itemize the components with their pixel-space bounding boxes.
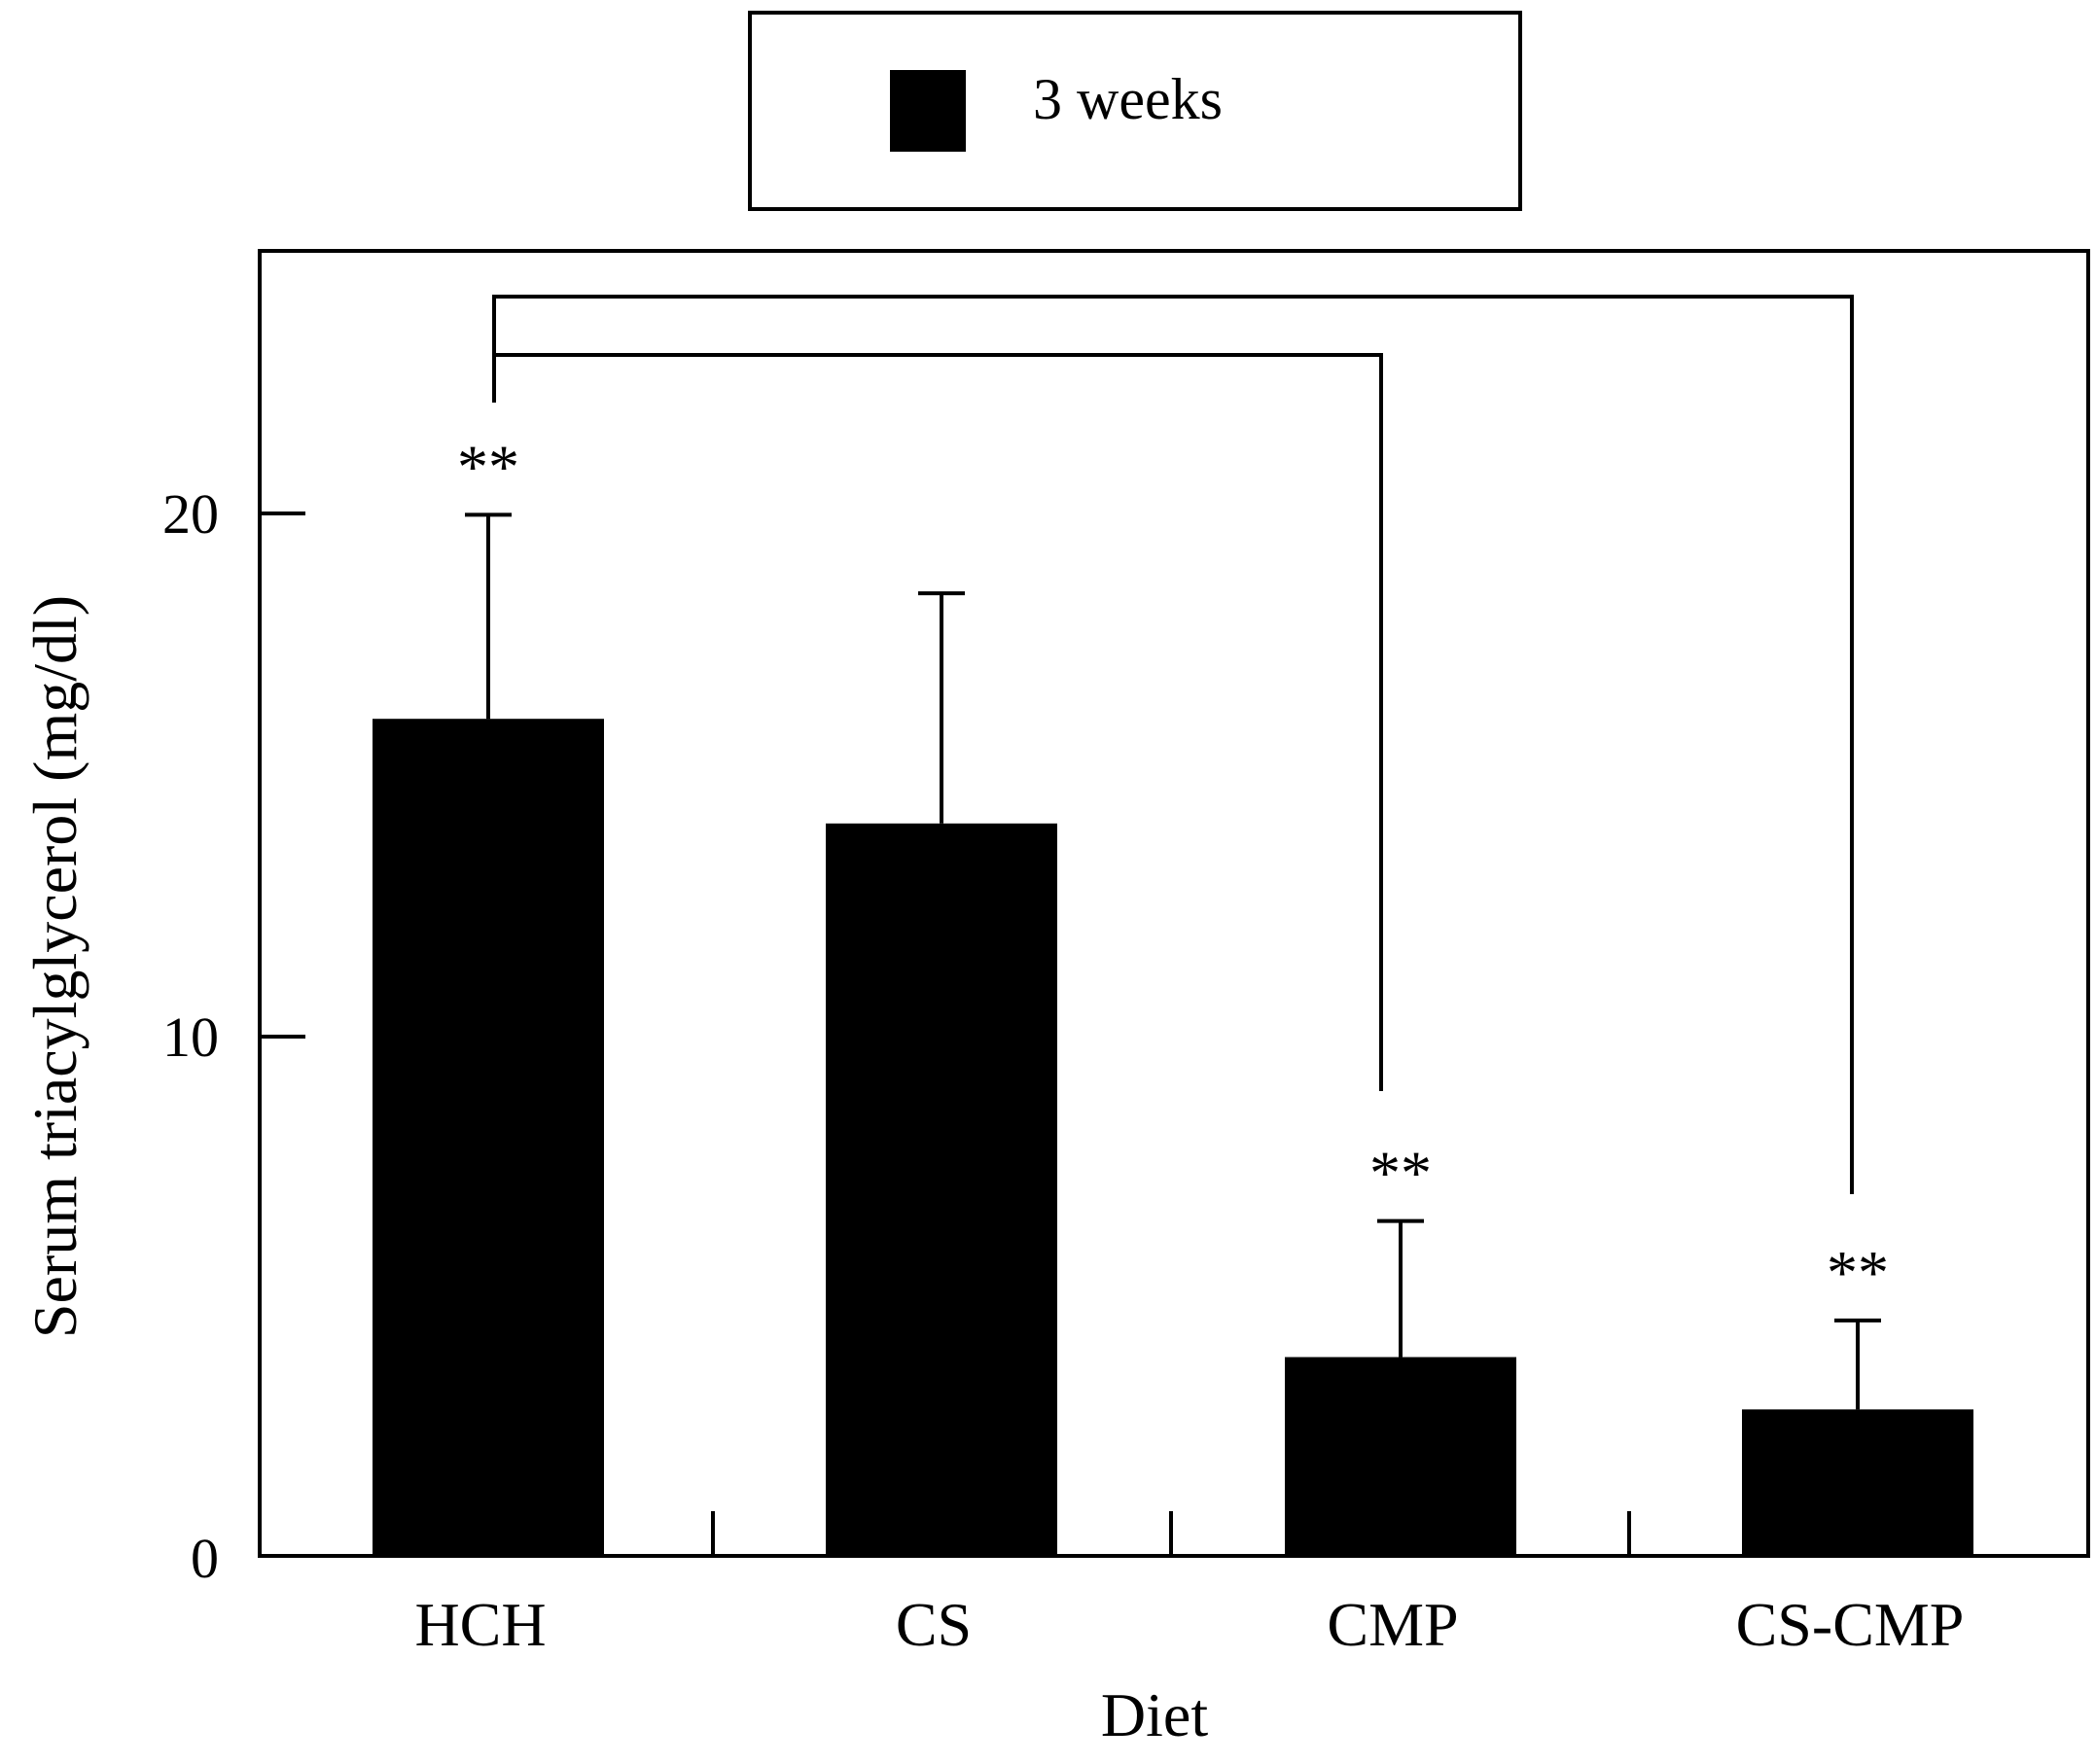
significance-bracket-hch-cs-cmp	[492, 295, 1854, 1194]
legend-label: 3 weeks	[1033, 67, 1223, 131]
y-tick-label-10: 10	[162, 1005, 219, 1069]
category-label-cs: CS	[896, 1590, 972, 1659]
bar-cs-cmp	[1742, 1409, 1973, 1556]
y-axis-title: Serum triacylglycerol (mg/dl)	[20, 595, 89, 1338]
error-bars	[465, 512, 1881, 1410]
significance-marker-cmp: **	[1369, 1139, 1432, 1208]
y-axis: 20 10 0 Serum triacylglycerol (mg/dl)	[20, 482, 305, 1590]
bar-hch	[373, 719, 604, 1556]
plot-frame	[258, 249, 2090, 1558]
bars	[373, 719, 1973, 1556]
y-tick-label-0: 0	[191, 1527, 219, 1590]
y-tick-label-20: 20	[162, 482, 219, 546]
legend: 3 weeks	[748, 11, 1522, 211]
x-axis: Diet	[711, 1511, 1631, 1749]
category-labels: HCH CS CMP CS-CMP	[414, 1590, 1964, 1659]
x-axis-title: Diet	[1101, 1680, 1208, 1749]
legend-swatch	[890, 70, 966, 152]
legend-box	[748, 11, 1522, 211]
significance: ** ** **	[457, 295, 1889, 1307]
category-label-cmp: CMP	[1327, 1590, 1458, 1659]
category-label-cs-cmp: CS-CMP	[1736, 1590, 1965, 1659]
category-label-hch: HCH	[414, 1590, 546, 1659]
significance-marker-cs-cmp: **	[1827, 1238, 1889, 1307]
significance-marker-hch: **	[457, 432, 519, 501]
bar-cs	[826, 823, 1057, 1556]
bar-cmp	[1285, 1357, 1516, 1556]
